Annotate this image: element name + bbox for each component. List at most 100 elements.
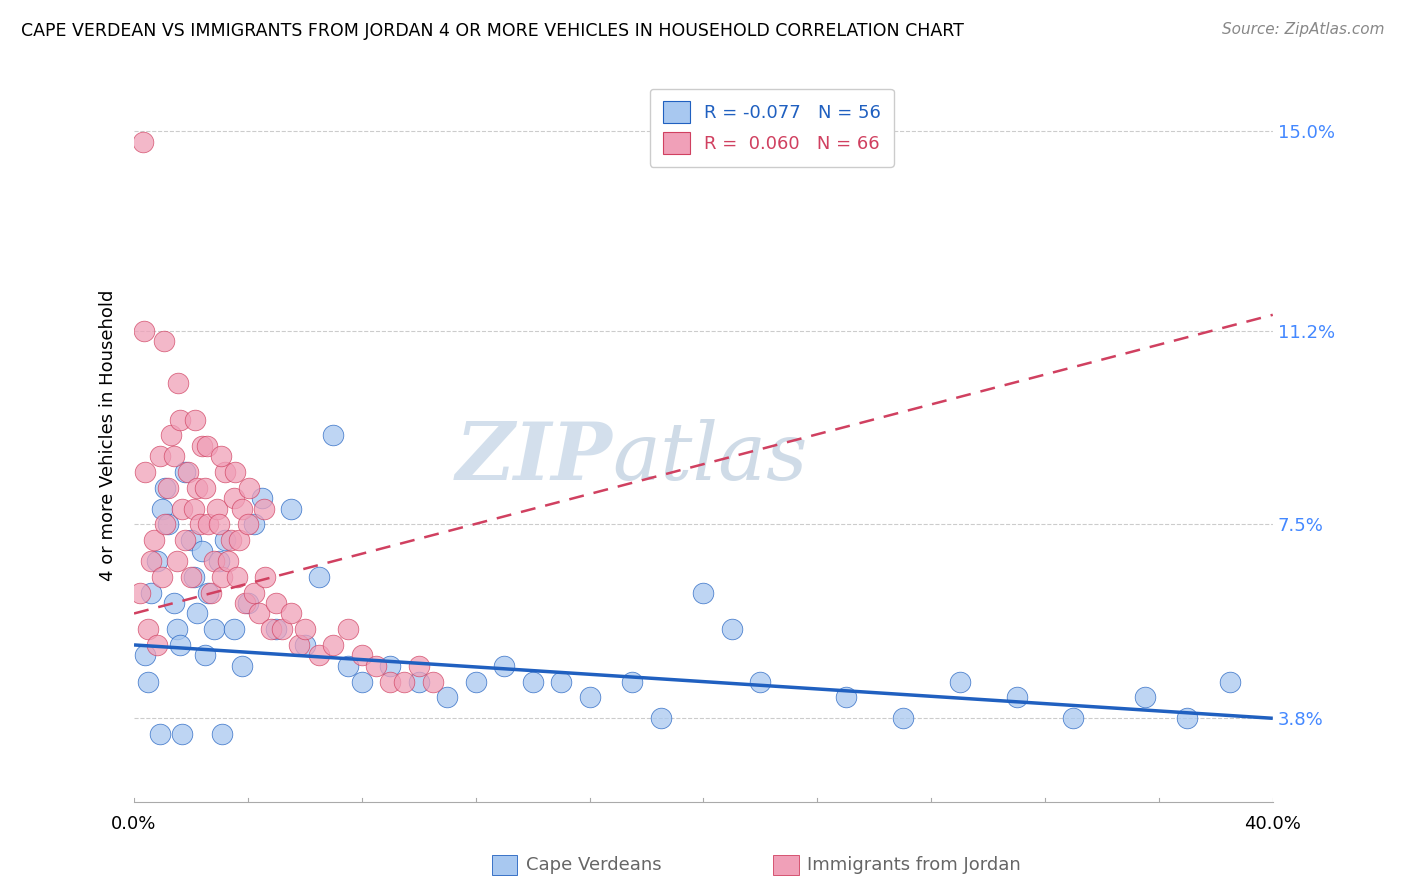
Point	[236, 517, 259, 532]
Point	[322, 428, 344, 442]
Point	[247, 607, 270, 621]
Point	[336, 622, 359, 636]
Point	[180, 533, 202, 548]
Point	[202, 554, 225, 568]
Point	[271, 622, 294, 636]
Point	[155, 517, 177, 532]
Point	[211, 570, 233, 584]
Point	[260, 622, 283, 636]
Point	[136, 622, 159, 636]
Point	[288, 638, 311, 652]
Point	[169, 638, 191, 652]
Point	[891, 711, 914, 725]
Point	[464, 674, 486, 689]
Point	[157, 517, 180, 532]
Point	[155, 481, 177, 495]
Point	[153, 334, 176, 348]
Point	[436, 690, 458, 705]
Point	[172, 501, 194, 516]
Point	[128, 585, 150, 599]
Point	[721, 622, 744, 636]
Point	[166, 622, 188, 636]
Point	[621, 674, 644, 689]
Point	[217, 554, 239, 568]
Point	[294, 638, 316, 652]
Legend: R = -0.077   N = 56, R =  0.060   N = 66: R = -0.077 N = 56, R = 0.060 N = 66	[650, 88, 894, 167]
Point	[422, 674, 444, 689]
Point	[236, 596, 259, 610]
Point	[139, 585, 162, 599]
Point	[253, 570, 276, 584]
Point	[522, 674, 544, 689]
Point	[174, 533, 197, 548]
Point	[191, 439, 214, 453]
Point	[1177, 711, 1199, 725]
Point	[184, 412, 207, 426]
Point	[186, 607, 208, 621]
Point	[208, 517, 231, 532]
Point	[1133, 690, 1156, 705]
Point	[692, 585, 714, 599]
Point	[186, 481, 208, 495]
Point	[749, 674, 772, 689]
Point	[364, 659, 387, 673]
Point	[180, 570, 202, 584]
Point	[188, 517, 211, 532]
Point	[200, 585, 222, 599]
Point	[163, 596, 186, 610]
Point	[142, 533, 165, 548]
Point	[139, 554, 162, 568]
Point	[183, 570, 205, 584]
Point	[394, 674, 416, 689]
Point	[949, 674, 972, 689]
Point	[208, 554, 231, 568]
Point	[1063, 711, 1085, 725]
Point	[280, 501, 302, 516]
Point	[222, 491, 245, 506]
Text: CAPE VERDEAN VS IMMIGRANTS FROM JORDAN 4 OR MORE VEHICLES IN HOUSEHOLD CORRELATI: CAPE VERDEAN VS IMMIGRANTS FROM JORDAN 4…	[21, 22, 965, 40]
Text: 40.0%: 40.0%	[1244, 815, 1301, 833]
Point	[177, 465, 200, 479]
Point	[322, 638, 344, 652]
Point	[550, 674, 572, 689]
Point	[152, 570, 174, 584]
Point	[209, 450, 232, 464]
Point	[350, 648, 373, 663]
Point	[224, 465, 246, 479]
Point	[132, 324, 155, 338]
Point	[308, 570, 330, 584]
Point	[238, 481, 260, 495]
Point	[131, 135, 153, 149]
Text: 0.0%: 0.0%	[111, 815, 156, 833]
Point	[136, 674, 159, 689]
Point	[197, 517, 219, 532]
Point	[152, 501, 174, 516]
Point	[183, 501, 205, 516]
Point	[231, 501, 253, 516]
Point	[160, 428, 183, 442]
Text: Source: ZipAtlas.com: Source: ZipAtlas.com	[1222, 22, 1385, 37]
Point	[146, 554, 169, 568]
Text: Immigrants from Jordan: Immigrants from Jordan	[807, 856, 1021, 874]
Point	[166, 554, 188, 568]
Point	[134, 648, 156, 663]
Point	[146, 638, 169, 652]
Point	[231, 659, 253, 673]
Point	[266, 622, 288, 636]
Point	[266, 596, 288, 610]
Point	[408, 659, 430, 673]
Point	[1219, 674, 1241, 689]
Point	[294, 622, 316, 636]
Point	[219, 533, 242, 548]
Point	[214, 533, 236, 548]
Point	[280, 607, 302, 621]
Point	[494, 659, 516, 673]
Point	[134, 465, 156, 479]
Point	[308, 648, 330, 663]
Y-axis label: 4 or more Vehicles in Household: 4 or more Vehicles in Household	[100, 290, 117, 581]
Point	[250, 491, 273, 506]
Point	[167, 376, 190, 390]
Point	[157, 481, 180, 495]
Point	[191, 543, 214, 558]
Point	[408, 674, 430, 689]
